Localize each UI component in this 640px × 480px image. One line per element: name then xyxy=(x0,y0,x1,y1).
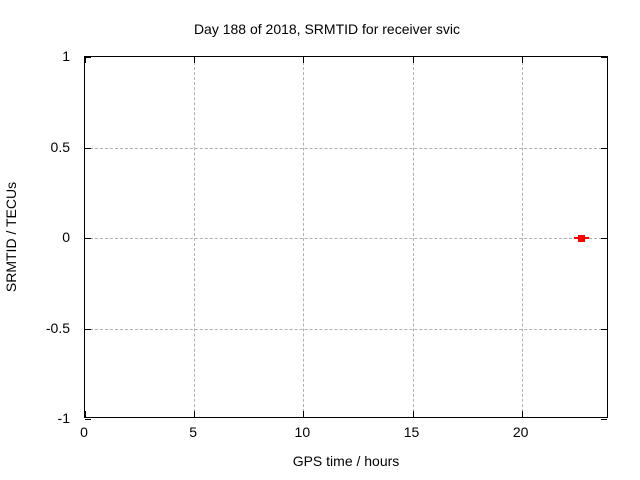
x-tick-mark xyxy=(412,411,414,417)
x-tick-mark xyxy=(412,57,414,63)
x-tick-mark xyxy=(194,57,196,63)
x-tick-mark xyxy=(303,57,305,63)
y-tick-label: 0.5 xyxy=(50,138,70,155)
y-tick-mark xyxy=(85,147,91,149)
x-axis-label: GPS time / hours xyxy=(292,453,400,469)
x-tick-mark xyxy=(85,411,86,417)
vertical-gridline xyxy=(412,57,414,417)
x-tick-label: 15 xyxy=(403,424,420,440)
horizontal-gridline xyxy=(85,238,607,239)
y-tick-label: -0.5 xyxy=(45,319,70,336)
chart-title: Day 188 of 2018, SRMTID for receiver svi… xyxy=(193,21,461,37)
y-tick-mark xyxy=(85,238,91,239)
x-tick-mark xyxy=(303,411,305,417)
y-tick-mark xyxy=(601,57,607,58)
x-tick-mark xyxy=(521,57,523,63)
x-tick-mark xyxy=(194,411,196,417)
x-tick-label: 0 xyxy=(80,424,88,440)
y-tick-label: 0 xyxy=(62,229,70,245)
y-tick-mark xyxy=(601,419,607,420)
horizontal-gridline xyxy=(85,147,607,149)
x-tick-label: 10 xyxy=(294,424,311,440)
y-tick-label: -1 xyxy=(57,410,70,426)
horizontal-gridline xyxy=(85,328,607,330)
y-tick-mark xyxy=(85,57,91,58)
y-tick-mark xyxy=(601,328,607,330)
x-tick-mark xyxy=(521,411,523,417)
y-tick-mark xyxy=(85,328,91,330)
vertical-gridline xyxy=(521,57,523,417)
x-tick-label: 20 xyxy=(512,424,529,440)
x-tick-label: 5 xyxy=(189,424,198,440)
data-point-marker xyxy=(578,234,586,242)
vertical-gridline xyxy=(303,57,305,417)
plot-area xyxy=(84,56,608,420)
x-tick-mark xyxy=(85,57,86,63)
vertical-gridline xyxy=(194,57,196,417)
y-tick-label: 1 xyxy=(62,48,70,64)
y-tick-mark xyxy=(601,238,607,239)
y-tick-mark xyxy=(85,419,91,420)
y-tick-mark xyxy=(601,147,607,149)
